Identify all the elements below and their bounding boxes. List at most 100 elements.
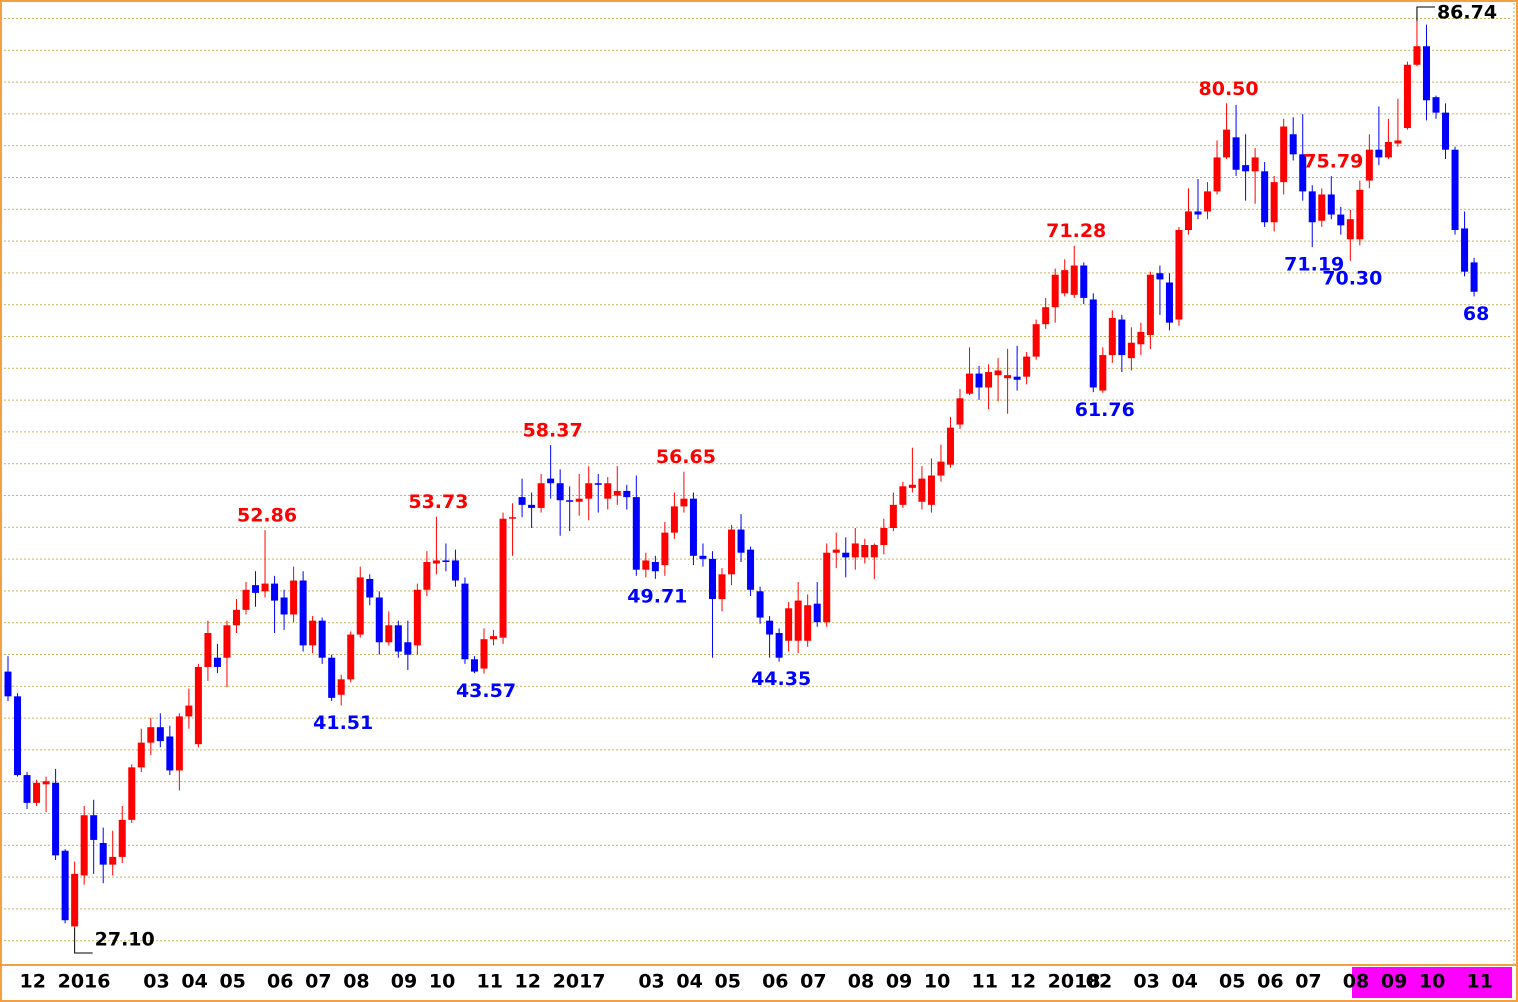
x-tick-label: 07 bbox=[305, 971, 331, 993]
candle-body bbox=[14, 696, 22, 776]
candle-body bbox=[1308, 191, 1316, 223]
candle-body bbox=[52, 782, 60, 856]
candle-body bbox=[794, 600, 802, 641]
candle-body bbox=[271, 583, 279, 601]
candle-body bbox=[689, 498, 697, 556]
candle-body bbox=[490, 636, 498, 640]
candle-body bbox=[71, 873, 79, 927]
candle-body bbox=[337, 679, 345, 695]
candle-body bbox=[480, 639, 488, 669]
candle-body bbox=[775, 633, 783, 658]
candle-body bbox=[4, 671, 12, 697]
candle-body bbox=[1089, 299, 1097, 388]
candle-body bbox=[937, 461, 945, 476]
candle-body bbox=[356, 577, 364, 635]
candle-body bbox=[1004, 375, 1012, 379]
x-tick-label: 2016 bbox=[58, 971, 111, 993]
x-tick-label: 04 bbox=[1171, 971, 1197, 993]
candle-body bbox=[451, 560, 459, 581]
candle-body bbox=[642, 560, 650, 570]
candle-body bbox=[470, 659, 478, 672]
candle-body bbox=[1442, 112, 1450, 150]
candle-body bbox=[537, 483, 545, 508]
candle-body bbox=[80, 815, 88, 876]
x-tick-label: 04 bbox=[181, 971, 207, 993]
candle-body bbox=[1118, 319, 1126, 356]
candle-body bbox=[1461, 228, 1469, 272]
x-tick-label: 03 bbox=[143, 971, 169, 993]
low-label: 44.35 bbox=[751, 668, 811, 690]
low-label: 61.76 bbox=[1075, 399, 1135, 421]
high-label: 75.79 bbox=[1303, 151, 1363, 173]
candle-body bbox=[1165, 282, 1173, 323]
high-label: 71.28 bbox=[1046, 220, 1106, 242]
candle-body bbox=[366, 578, 374, 598]
x-tick-label: 03 bbox=[1133, 971, 1159, 993]
candle-body bbox=[870, 544, 878, 558]
candle-body bbox=[861, 544, 869, 558]
candle-body bbox=[1384, 141, 1392, 158]
candle-body bbox=[442, 560, 450, 562]
candle-body bbox=[137, 742, 145, 768]
candle-body bbox=[394, 625, 402, 652]
candle-body bbox=[1470, 262, 1478, 292]
candle-body bbox=[261, 583, 269, 592]
candle-body bbox=[61, 850, 69, 921]
candle-body bbox=[290, 580, 298, 615]
low-label: 27.10 bbox=[95, 928, 155, 950]
candle-body bbox=[232, 609, 240, 626]
candle-body bbox=[1137, 331, 1145, 345]
candle-body bbox=[785, 608, 793, 641]
candle-body bbox=[109, 856, 117, 865]
candle-body bbox=[1223, 129, 1231, 158]
candle-body bbox=[594, 483, 602, 485]
candle-body bbox=[1289, 134, 1297, 155]
candle-body bbox=[1251, 157, 1259, 172]
candle-body bbox=[90, 815, 98, 840]
candle-body bbox=[889, 504, 897, 529]
candle-body bbox=[1213, 157, 1221, 192]
candle-body bbox=[1146, 274, 1154, 335]
candle-body bbox=[575, 498, 583, 502]
candle-body bbox=[946, 427, 954, 465]
axis-highlight bbox=[1352, 967, 1512, 998]
candle-body bbox=[699, 555, 707, 559]
candle-body bbox=[661, 532, 669, 566]
candle-body bbox=[299, 580, 307, 646]
candle-body bbox=[899, 486, 907, 505]
high-label: 80.50 bbox=[1199, 78, 1259, 100]
candle-body bbox=[1327, 194, 1335, 215]
x-tick-label: 03 bbox=[638, 971, 664, 993]
candle-body bbox=[1108, 318, 1116, 356]
candle-body bbox=[985, 372, 993, 388]
x-tick-label: 11 bbox=[1467, 971, 1493, 993]
candle-body bbox=[175, 716, 183, 771]
candle-body bbox=[1318, 194, 1326, 221]
high-label: 56.65 bbox=[656, 446, 716, 468]
candle-body bbox=[280, 597, 288, 615]
candle-body bbox=[956, 398, 964, 425]
x-tick-label: 10 bbox=[924, 971, 950, 993]
candle-body bbox=[242, 589, 250, 610]
candle-body bbox=[1099, 355, 1107, 391]
candle-body bbox=[718, 574, 726, 600]
candle-body bbox=[880, 528, 888, 545]
low-label: 68 bbox=[1463, 303, 1489, 325]
low-label: 71.19 bbox=[1284, 254, 1344, 276]
candle-body bbox=[708, 558, 716, 600]
x-tick-label: 05 bbox=[1219, 971, 1245, 993]
candle-body bbox=[223, 625, 231, 658]
candle-body bbox=[1356, 189, 1364, 240]
x-tick-label: 04 bbox=[676, 971, 702, 993]
candle-body bbox=[528, 504, 536, 508]
candle-body bbox=[918, 478, 926, 502]
candle-body bbox=[604, 483, 612, 499]
candle-body bbox=[118, 819, 126, 857]
candle-body bbox=[1194, 211, 1202, 215]
candle-body bbox=[1184, 211, 1192, 230]
candle-body bbox=[737, 529, 745, 553]
candle-body bbox=[461, 583, 469, 660]
candle-body bbox=[156, 727, 164, 742]
candle-body bbox=[309, 620, 317, 646]
candle-body bbox=[1080, 265, 1088, 298]
